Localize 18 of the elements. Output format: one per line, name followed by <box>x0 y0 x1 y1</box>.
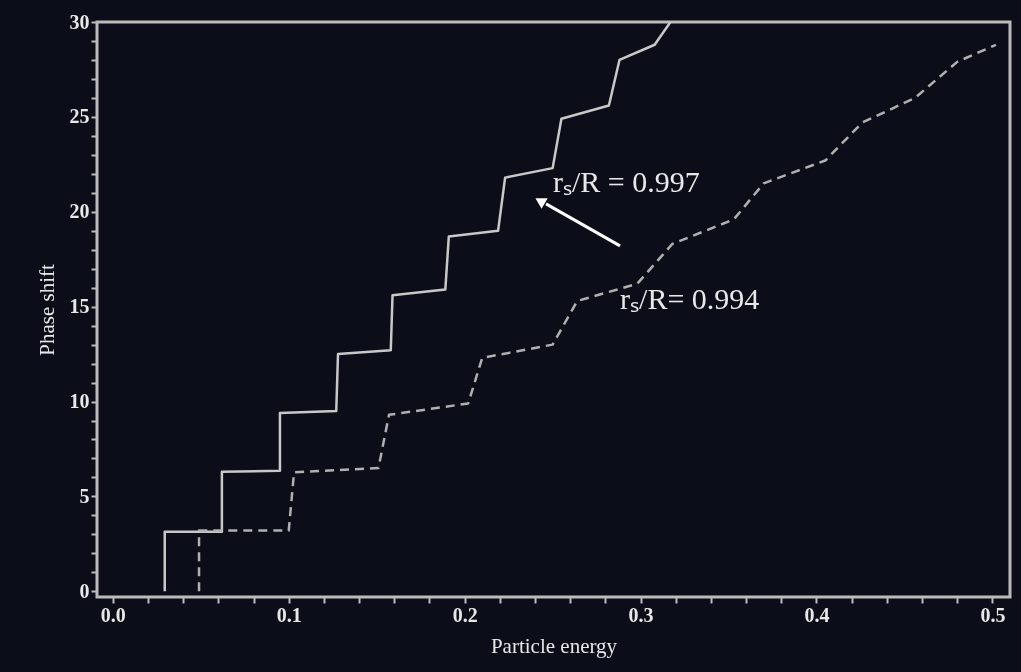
y-tick-label: 25 <box>69 105 90 128</box>
annotation: rₛ/R= 0.994 <box>620 281 760 315</box>
annotation: rₛ/R = 0.997 <box>553 164 700 198</box>
y-tick-label: 20 <box>69 200 90 223</box>
y-axis-title: Phase shift <box>34 264 59 356</box>
y-tick-label: 15 <box>69 295 90 318</box>
y-tick-label: 0 <box>79 579 90 602</box>
x-tick-label: 0.0 <box>100 603 126 626</box>
x-tick-label: 0.2 <box>452 603 478 626</box>
y-tick-label: 30 <box>69 10 90 33</box>
x-axis-title: Particle energy <box>490 633 618 658</box>
x-tick-label: 0.3 <box>628 603 654 626</box>
y-tick-label: 10 <box>69 390 90 413</box>
x-tick-label: 0.4 <box>804 603 830 626</box>
x-tick-label: 0.5 <box>980 603 1006 626</box>
x-tick-label: 0.1 <box>276 603 302 626</box>
line-series <box>197 43 998 593</box>
y-tick-label: 5 <box>79 484 90 507</box>
